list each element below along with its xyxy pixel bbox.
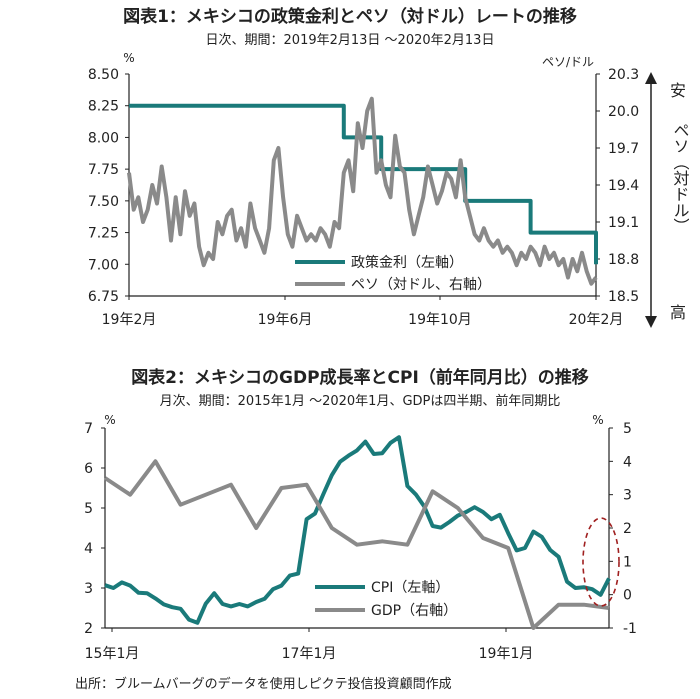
legend-label-1: CPI（左軸）	[371, 580, 449, 596]
chart1-arrow-down	[645, 316, 657, 328]
x-tick-label: 19年1月	[479, 646, 534, 662]
right-tick-label: 1	[623, 554, 632, 570]
chart1-arrow-up	[645, 72, 657, 84]
chart1-plot: 政策金利（左軸） ペソ（対ドル、右軸）	[127, 96, 598, 293]
x-tick-label: 20年2月	[569, 312, 624, 328]
legend-label-2: ペソ（対ドル、右軸）	[351, 277, 491, 293]
chart1-left-unit: %	[123, 51, 134, 65]
left-tick-label: 8.25	[88, 99, 119, 115]
right-tick-label: -1	[623, 621, 637, 637]
right-tick-label: 20.0	[608, 104, 639, 120]
left-tick-label: 7	[84, 421, 93, 437]
right-tick-label: 19.7	[608, 141, 639, 157]
left-tick-label: 4	[84, 541, 93, 557]
right-tick-label: 4	[623, 454, 632, 470]
chart2-title: 図表2：メキシコのGDP成長率とCPI（前年同月比）の推移	[131, 367, 589, 388]
left-tick-label: 7.00	[88, 257, 119, 273]
left-tick-label: 3	[84, 581, 93, 597]
right-tick-label: 5	[623, 421, 632, 437]
chart2-plot: CPI（左軸） GDP（右軸）	[103, 435, 611, 630]
chart1-title: 図表1：メキシコの政策金利とペソ（対ドル）レートの推移	[123, 6, 577, 27]
chart1-axes: 8.50 8.25 8.00 7.75 7.50 7.25 7.00 6.75 20.3 20.0…	[88, 67, 639, 328]
left-tick-label: 8.00	[88, 130, 119, 146]
left-tick-label: 6.75	[88, 289, 119, 305]
right-tick-label: 18.5	[608, 289, 639, 305]
left-tick-label: 7.25	[88, 226, 119, 242]
chart1-side-top: 安	[670, 81, 686, 100]
x-tick-label: 15年1月	[85, 646, 140, 662]
chart2-subtitle: 月次、期間：2015年1月 〜2020年1月、GDPは四半期、前年同期比	[160, 393, 561, 409]
chart2-right-unit: %	[592, 413, 603, 427]
highlight-ellipse	[582, 517, 620, 607]
right-tick-label: 18.8	[608, 252, 639, 268]
x-tick-label: 19年6月	[258, 312, 313, 328]
legend-label-2: GDP（右軸）	[371, 603, 457, 619]
x-tick-label: 19年2月	[102, 312, 157, 328]
left-tick-label: 7.75	[88, 162, 119, 178]
series-line-1	[104, 435, 611, 625]
chart1-side-bottom: 高	[670, 303, 686, 322]
source-note: 出所：ブルームバーグのデータを使用しピクテ投信投資顧問作成	[75, 676, 452, 692]
series-line-2	[103, 459, 610, 630]
right-tick-label: 3	[623, 488, 632, 504]
right-tick-label: 20.3	[608, 67, 639, 83]
left-tick-label: 2	[84, 621, 93, 637]
left-tick-label: 6	[84, 461, 93, 477]
chart1-subtitle: 日次、期間：2019年2月13日 〜2020年2月13日	[206, 32, 495, 48]
chart2-axes: 7 6 5 4 3 2 5 4 3 2 1 0 -1 15年1月 17年1月 19年1月	[84, 421, 637, 662]
x-tick-label: 17年1月	[282, 646, 337, 662]
left-tick-label: 8.50	[88, 67, 119, 83]
chart1-right-unit: ペソ/ドル	[542, 55, 594, 69]
left-tick-label: 7.50	[88, 194, 119, 210]
right-tick-label: 0	[623, 588, 632, 604]
series-line-2	[127, 96, 598, 286]
chart2-left-unit: %	[104, 413, 115, 427]
right-tick-label: 19.1	[608, 215, 639, 231]
legend-label-1: 政策金利（左軸）	[351, 254, 463, 271]
right-tick-label: 2	[623, 521, 632, 537]
x-tick-label: 19年10月	[408, 312, 472, 328]
series-line-1	[129, 103, 598, 265]
left-tick-label: 5	[84, 501, 93, 517]
chart1-side-middle: ペソ（対ドル）	[671, 122, 690, 234]
right-tick-label: 19.4	[608, 178, 639, 194]
